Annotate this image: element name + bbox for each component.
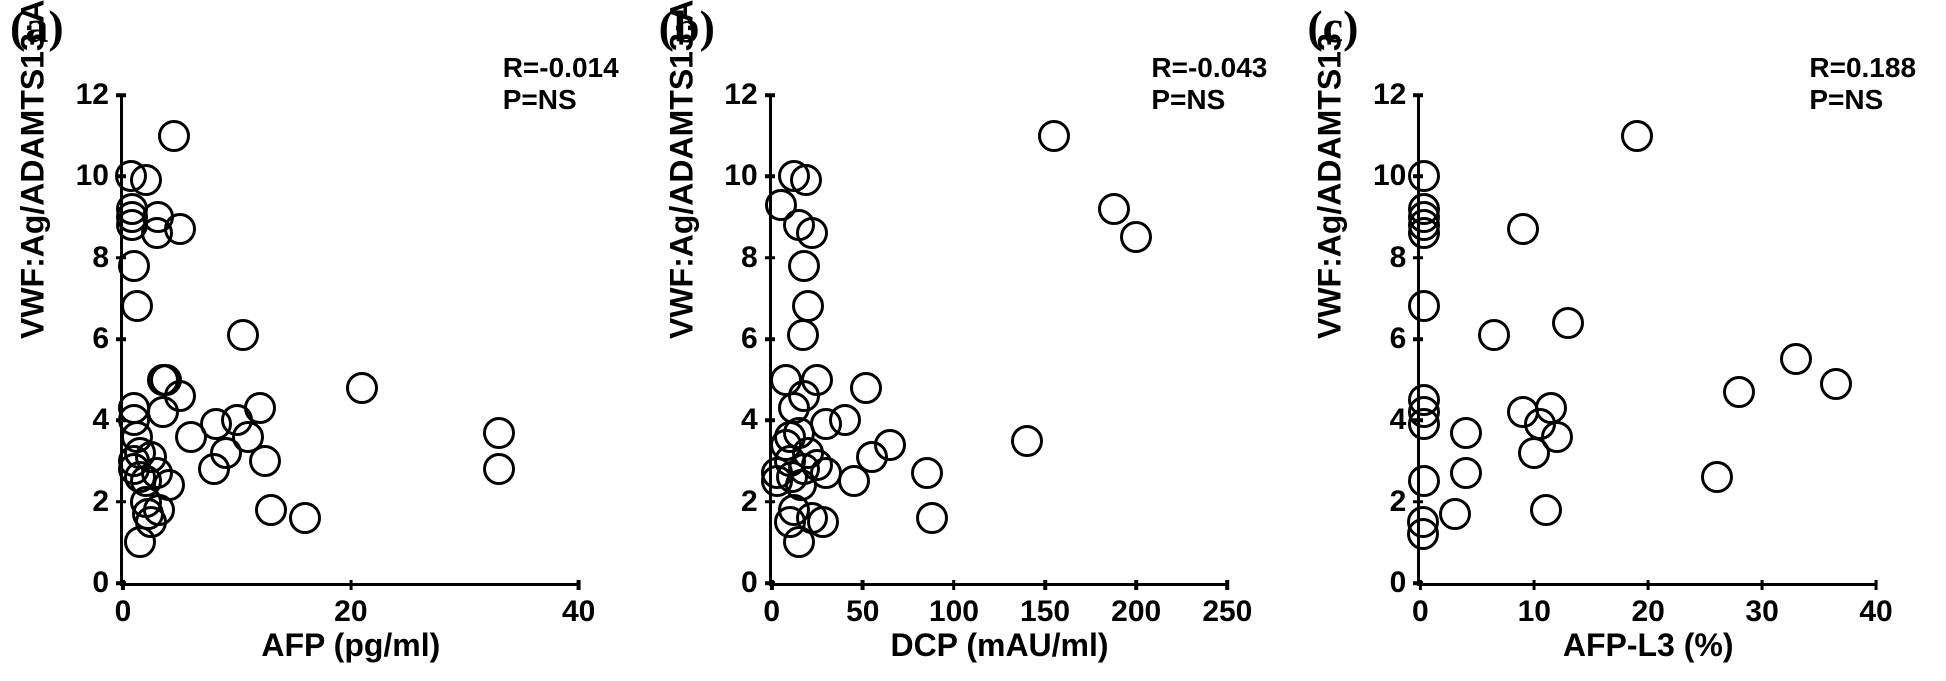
ytick: 12 (76, 78, 123, 112)
data-point (164, 380, 196, 412)
ytick: 6 (1390, 322, 1421, 356)
panel-c: (c)R=0.188P=NS024681012010203040VWF:Ag/A… (1297, 0, 1946, 681)
data-point (796, 217, 828, 249)
data-point (1408, 384, 1440, 416)
data-point (1450, 417, 1482, 449)
ytick: 12 (724, 78, 771, 112)
data-point (1038, 120, 1070, 152)
plot-area: 024681012010203040VWF:Ag/ADAMTS13AFP-L3 … (1417, 95, 1876, 586)
data-point (801, 364, 833, 396)
data-point (1408, 160, 1440, 192)
data-point (227, 319, 259, 351)
data-point (346, 372, 378, 404)
data-point (153, 469, 185, 501)
data-point (792, 290, 824, 322)
xtick: 0 (115, 583, 132, 629)
x-axis-label: AFP (pg/ml) (261, 627, 440, 664)
data-point (244, 392, 276, 424)
y-axis-label: VWF:Ag/ADAMTS13:AC (663, 0, 700, 339)
xtick: 250 (1202, 583, 1252, 629)
data-point (118, 392, 150, 424)
data-point (483, 453, 515, 485)
data-point (1450, 457, 1482, 489)
xtick: 150 (1020, 583, 1070, 629)
ytick: 6 (741, 322, 772, 356)
panel-b: (b)R=-0.043P=NS024681012050100150200250V… (649, 0, 1298, 681)
data-point (121, 290, 153, 322)
data-point (1098, 193, 1130, 225)
xtick: 100 (929, 583, 979, 629)
data-point (1011, 425, 1043, 457)
xtick: 200 (1111, 583, 1161, 629)
ytick: 6 (92, 322, 123, 356)
ytick: 4 (741, 403, 772, 437)
data-point (118, 250, 150, 282)
data-point (483, 417, 515, 449)
xtick: 50 (846, 583, 879, 629)
data-point (1530, 494, 1562, 526)
data-point (911, 457, 943, 489)
data-point (1408, 465, 1440, 497)
data-point (1507, 213, 1539, 245)
x-axis-label: AFP-L3 (%) (1563, 627, 1734, 664)
data-point (807, 506, 839, 538)
data-point (255, 494, 287, 526)
xtick: 20 (1631, 583, 1664, 629)
data-point (1408, 193, 1440, 225)
xtick: 0 (763, 583, 780, 629)
data-point (249, 445, 281, 477)
data-point (158, 120, 190, 152)
stat-r: R=0.188 (1809, 52, 1916, 84)
data-point (916, 502, 948, 534)
data-point (1541, 421, 1573, 453)
data-point (1535, 392, 1567, 424)
xtick: 30 (1745, 583, 1778, 629)
data-point (1478, 319, 1510, 351)
ytick: 2 (92, 485, 123, 519)
axes: 024681012010203040VWF:Ag/ADAMTS13AFP-L3 … (1417, 95, 1876, 586)
stat-r: R=-0.043 (1151, 52, 1267, 84)
xtick: 40 (562, 583, 595, 629)
figure: (a)R=-0.014P=NS02468101202040VWF:Ag/ADAM… (0, 0, 1946, 681)
data-point (874, 429, 906, 461)
data-point (1408, 290, 1440, 322)
xtick: 40 (1859, 583, 1892, 629)
data-point (788, 250, 820, 282)
data-point (1120, 221, 1152, 253)
data-point (1439, 498, 1471, 530)
x-axis-label: DCP (mAU/ml) (890, 627, 1108, 664)
data-point (1621, 120, 1653, 152)
data-point (1552, 307, 1584, 339)
data-point (1407, 506, 1439, 538)
data-point (1780, 343, 1812, 375)
ytick: 12 (1373, 78, 1420, 112)
data-point (1723, 376, 1755, 408)
ytick: 8 (741, 241, 772, 275)
data-point (850, 372, 882, 404)
data-point (130, 164, 162, 196)
xtick: 20 (334, 583, 367, 629)
plot-area: 024681012050100150200250VWF:Ag/ADAMTS13:… (769, 95, 1228, 586)
data-point (787, 319, 819, 351)
data-point (164, 213, 196, 245)
data-point (829, 404, 861, 436)
xtick: 0 (1412, 583, 1429, 629)
xtick: 10 (1518, 583, 1551, 629)
data-point (289, 502, 321, 534)
plot-area: 02468101202040VWF:Ag/ADAMTS13:ACAFP (pg/… (120, 95, 579, 586)
data-point (790, 164, 822, 196)
ytick: 10 (724, 159, 771, 193)
data-point (1701, 461, 1733, 493)
axes: 02468101202040VWF:Ag/ADAMTS13:ACAFP (pg/… (120, 95, 579, 586)
stat-r: R=-0.014 (503, 52, 619, 84)
y-axis-label: VWF:Ag/ADAMTS13 (1312, 33, 1349, 339)
y-axis-label: VWF:Ag/ADAMTS13:AC (15, 0, 52, 339)
axes: 024681012050100150200250VWF:Ag/ADAMTS13:… (769, 95, 1228, 586)
data-point (1820, 368, 1852, 400)
panel-a: (a)R=-0.014P=NS02468101202040VWF:Ag/ADAM… (0, 0, 649, 681)
